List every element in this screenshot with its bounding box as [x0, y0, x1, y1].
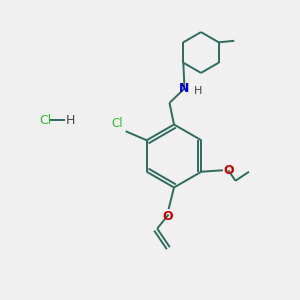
Text: H: H — [194, 86, 202, 96]
Text: O: O — [162, 210, 173, 223]
Text: Cl: Cl — [112, 117, 123, 130]
Text: Cl: Cl — [39, 113, 51, 127]
Text: H: H — [66, 113, 75, 127]
Text: N: N — [179, 82, 190, 95]
Text: O: O — [223, 164, 234, 177]
